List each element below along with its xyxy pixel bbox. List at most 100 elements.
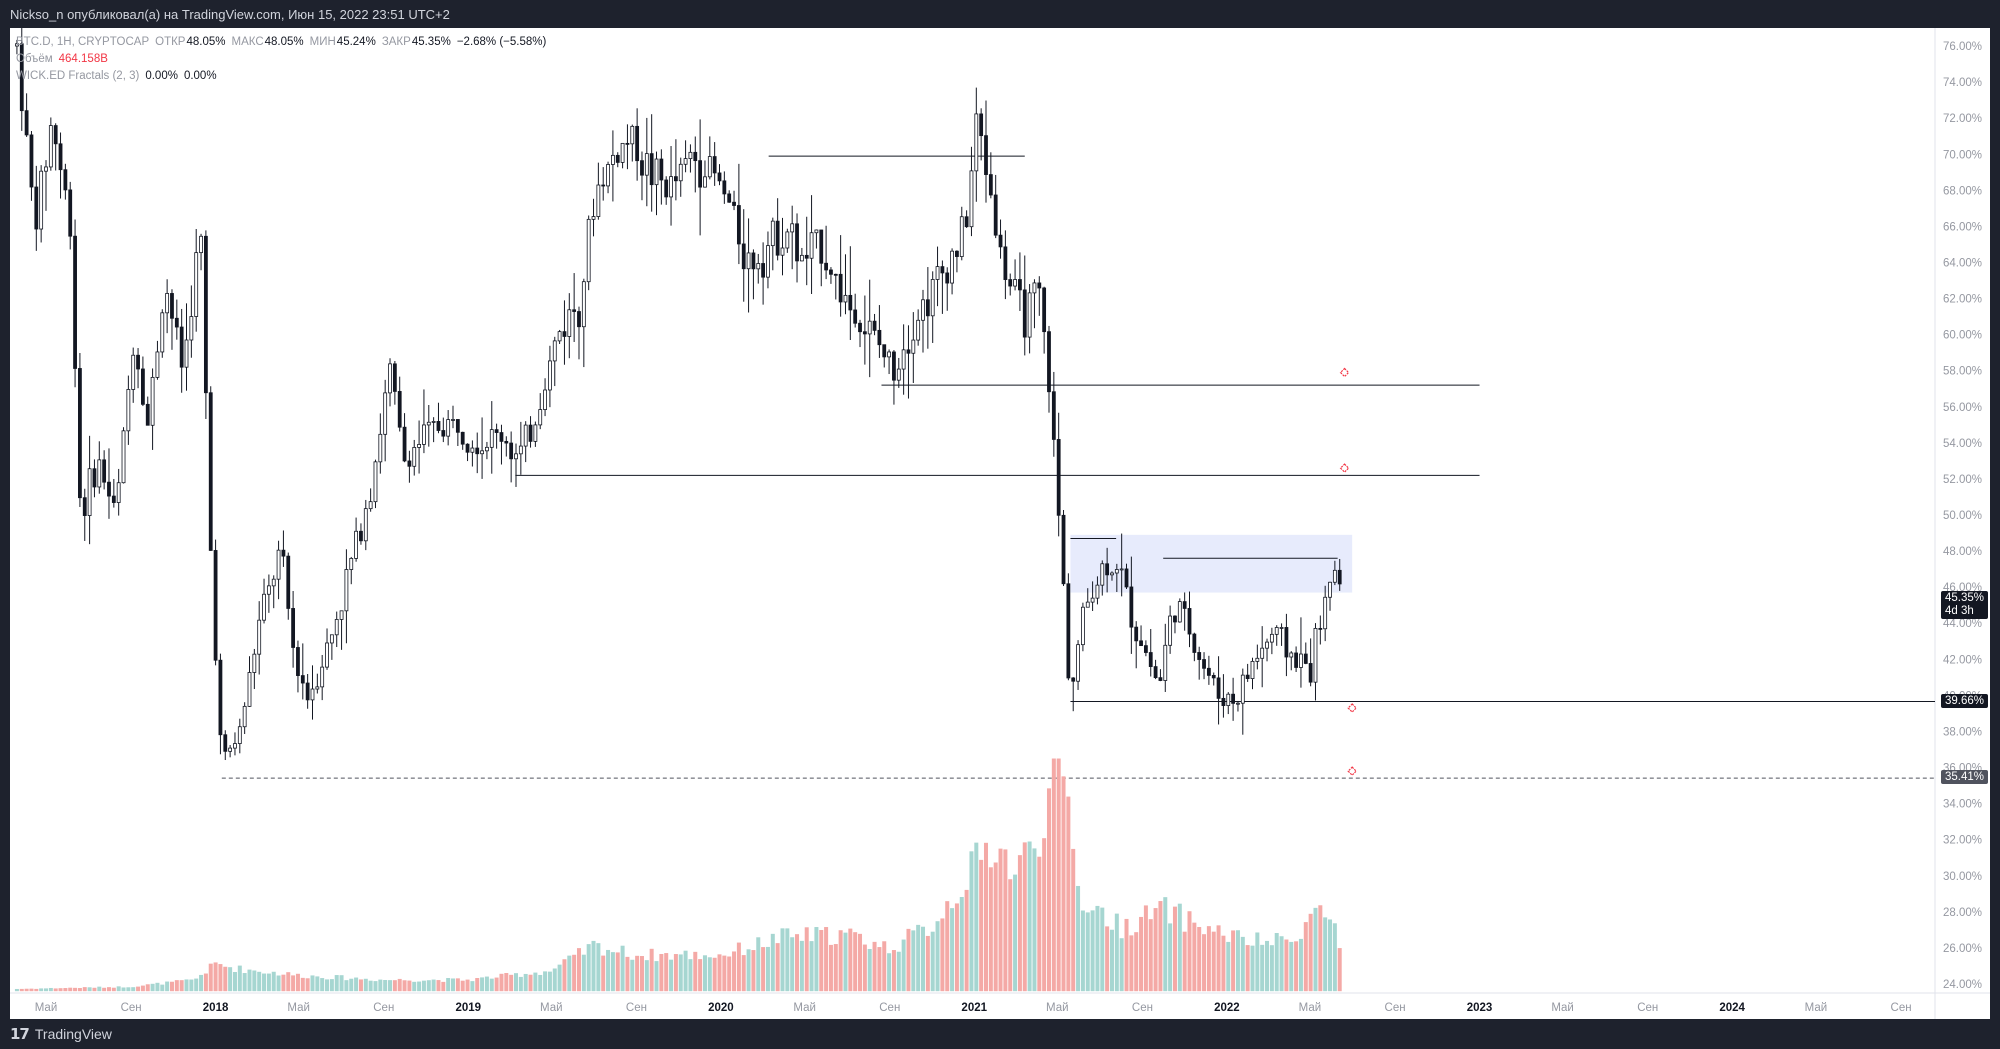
candle-body [887, 351, 891, 358]
volume-bar [1153, 908, 1158, 992]
volume-bar [58, 988, 63, 992]
volume-bar [397, 978, 402, 992]
candle-body [557, 331, 562, 342]
candle-body [339, 610, 344, 620]
candle-body [775, 220, 780, 256]
y-tick-label: 24.00% [1943, 979, 1982, 991]
candle-body [635, 125, 640, 162]
volume-bar [591, 940, 596, 992]
volume-bar [586, 944, 591, 992]
candle-body [266, 585, 271, 595]
candle-body [441, 430, 446, 437]
x-tick-label: Сен [1637, 1002, 1658, 1014]
volume-bar [1206, 926, 1211, 992]
legend-volume-label[interactable]: Объём [16, 53, 53, 65]
candle-body [1173, 615, 1177, 623]
candle-body [751, 252, 756, 270]
volume-bar [630, 959, 635, 992]
x-tick-label: Май [1299, 1002, 1322, 1014]
candle-body [160, 312, 165, 353]
candle-body [247, 672, 252, 707]
candle-body [1081, 606, 1085, 646]
volume-bar [160, 984, 165, 992]
candle-body [528, 424, 533, 442]
candle-body [1323, 596, 1328, 630]
volume-bar [1289, 941, 1294, 992]
volume-bar [1231, 930, 1236, 992]
candle-body [993, 194, 998, 236]
legend-indicator-row: WICK.ED Fractals (2, 3) 0.00% 0.00% [16, 68, 546, 85]
candle-body [281, 549, 286, 557]
x-tick-label: Сен [1891, 1002, 1912, 1014]
volume-bar [1240, 936, 1245, 992]
volume-bar [717, 954, 722, 992]
candle-body [611, 154, 615, 165]
y-tick-label: 42.00% [1943, 654, 1982, 666]
publish-header: Nickso_n опубликовал(а) на TradingView.c… [0, 0, 2000, 28]
y-tick-label: 28.00% [1943, 907, 1982, 919]
candle-body [1279, 627, 1284, 629]
candle-body [194, 252, 199, 317]
candle-body [1090, 597, 1095, 603]
volume-bar [790, 937, 795, 992]
volume-bar [572, 954, 577, 992]
tradingview-logo-icon[interactable]: 𝟭𝟳 [10, 1026, 30, 1043]
candle-body [790, 223, 795, 233]
candle-body [620, 142, 625, 163]
volume-bar [678, 954, 683, 992]
volume-bar [291, 975, 296, 992]
volume-bar [1260, 944, 1265, 992]
volume-bar [581, 954, 586, 992]
candle-body [955, 250, 959, 257]
volume-bar [295, 973, 300, 992]
y-tick-label: 54.00% [1943, 438, 1982, 450]
candle-body [107, 481, 111, 497]
volume-bar [969, 851, 974, 992]
volume-bar [358, 979, 363, 992]
volume-bar [126, 987, 131, 992]
volume-bar [882, 941, 887, 992]
candle-body [596, 184, 601, 217]
footer-brand[interactable]: TradingView [34, 1026, 112, 1042]
price-chart[interactable]: 24.00%26.00%28.00%30.00%32.00%34.00%36.0… [10, 28, 1990, 1019]
legend-indicator-label[interactable]: WICK.ED Fractals (2, 3) [16, 70, 140, 82]
volume-bar [339, 975, 344, 992]
chart-frame[interactable]: 24.00% 26.00% 28.00% 30.00% 32.00% 34.00% 36.0… [10, 28, 1990, 1019]
volume-bar [751, 950, 756, 992]
candle-body [741, 243, 746, 270]
volume-bar [14, 988, 19, 992]
volume-bar [252, 970, 257, 992]
candle-body [291, 608, 296, 648]
candle-body [896, 368, 901, 381]
volume-bar [499, 973, 504, 992]
volume-bar [872, 941, 877, 992]
volume-bar [523, 973, 528, 992]
volume-bar [780, 928, 785, 992]
candle-body [329, 634, 334, 644]
volume-bar [610, 952, 615, 992]
volume-bar [853, 932, 858, 992]
x-tick-label: Сен [626, 1002, 647, 1014]
volume-bar [1100, 907, 1105, 992]
volume-bar [547, 971, 552, 992]
fractal-marker-icon [1347, 766, 1358, 776]
x-tick-label: 2020 [708, 1002, 734, 1014]
legend-symbol[interactable]: BTC.D, 1Н, CRYPTOCAP [16, 36, 150, 48]
volume-bar [368, 980, 373, 992]
volume-bar [19, 988, 24, 992]
y-tick-label: 70.00% [1943, 149, 1982, 161]
candle-body [1202, 659, 1206, 669]
volume-bar [155, 982, 160, 992]
volume-bar [121, 987, 126, 992]
candle-body [150, 376, 155, 426]
candle-body [354, 530, 359, 559]
candle-body [809, 232, 814, 259]
candle-body [446, 419, 451, 437]
candle-body [19, 43, 24, 112]
volume-bar [935, 921, 940, 992]
candle-body [383, 392, 388, 435]
volume-bar [213, 962, 218, 992]
candle-body [53, 125, 58, 145]
candle-body [732, 201, 736, 206]
volume-bar [1066, 796, 1071, 992]
